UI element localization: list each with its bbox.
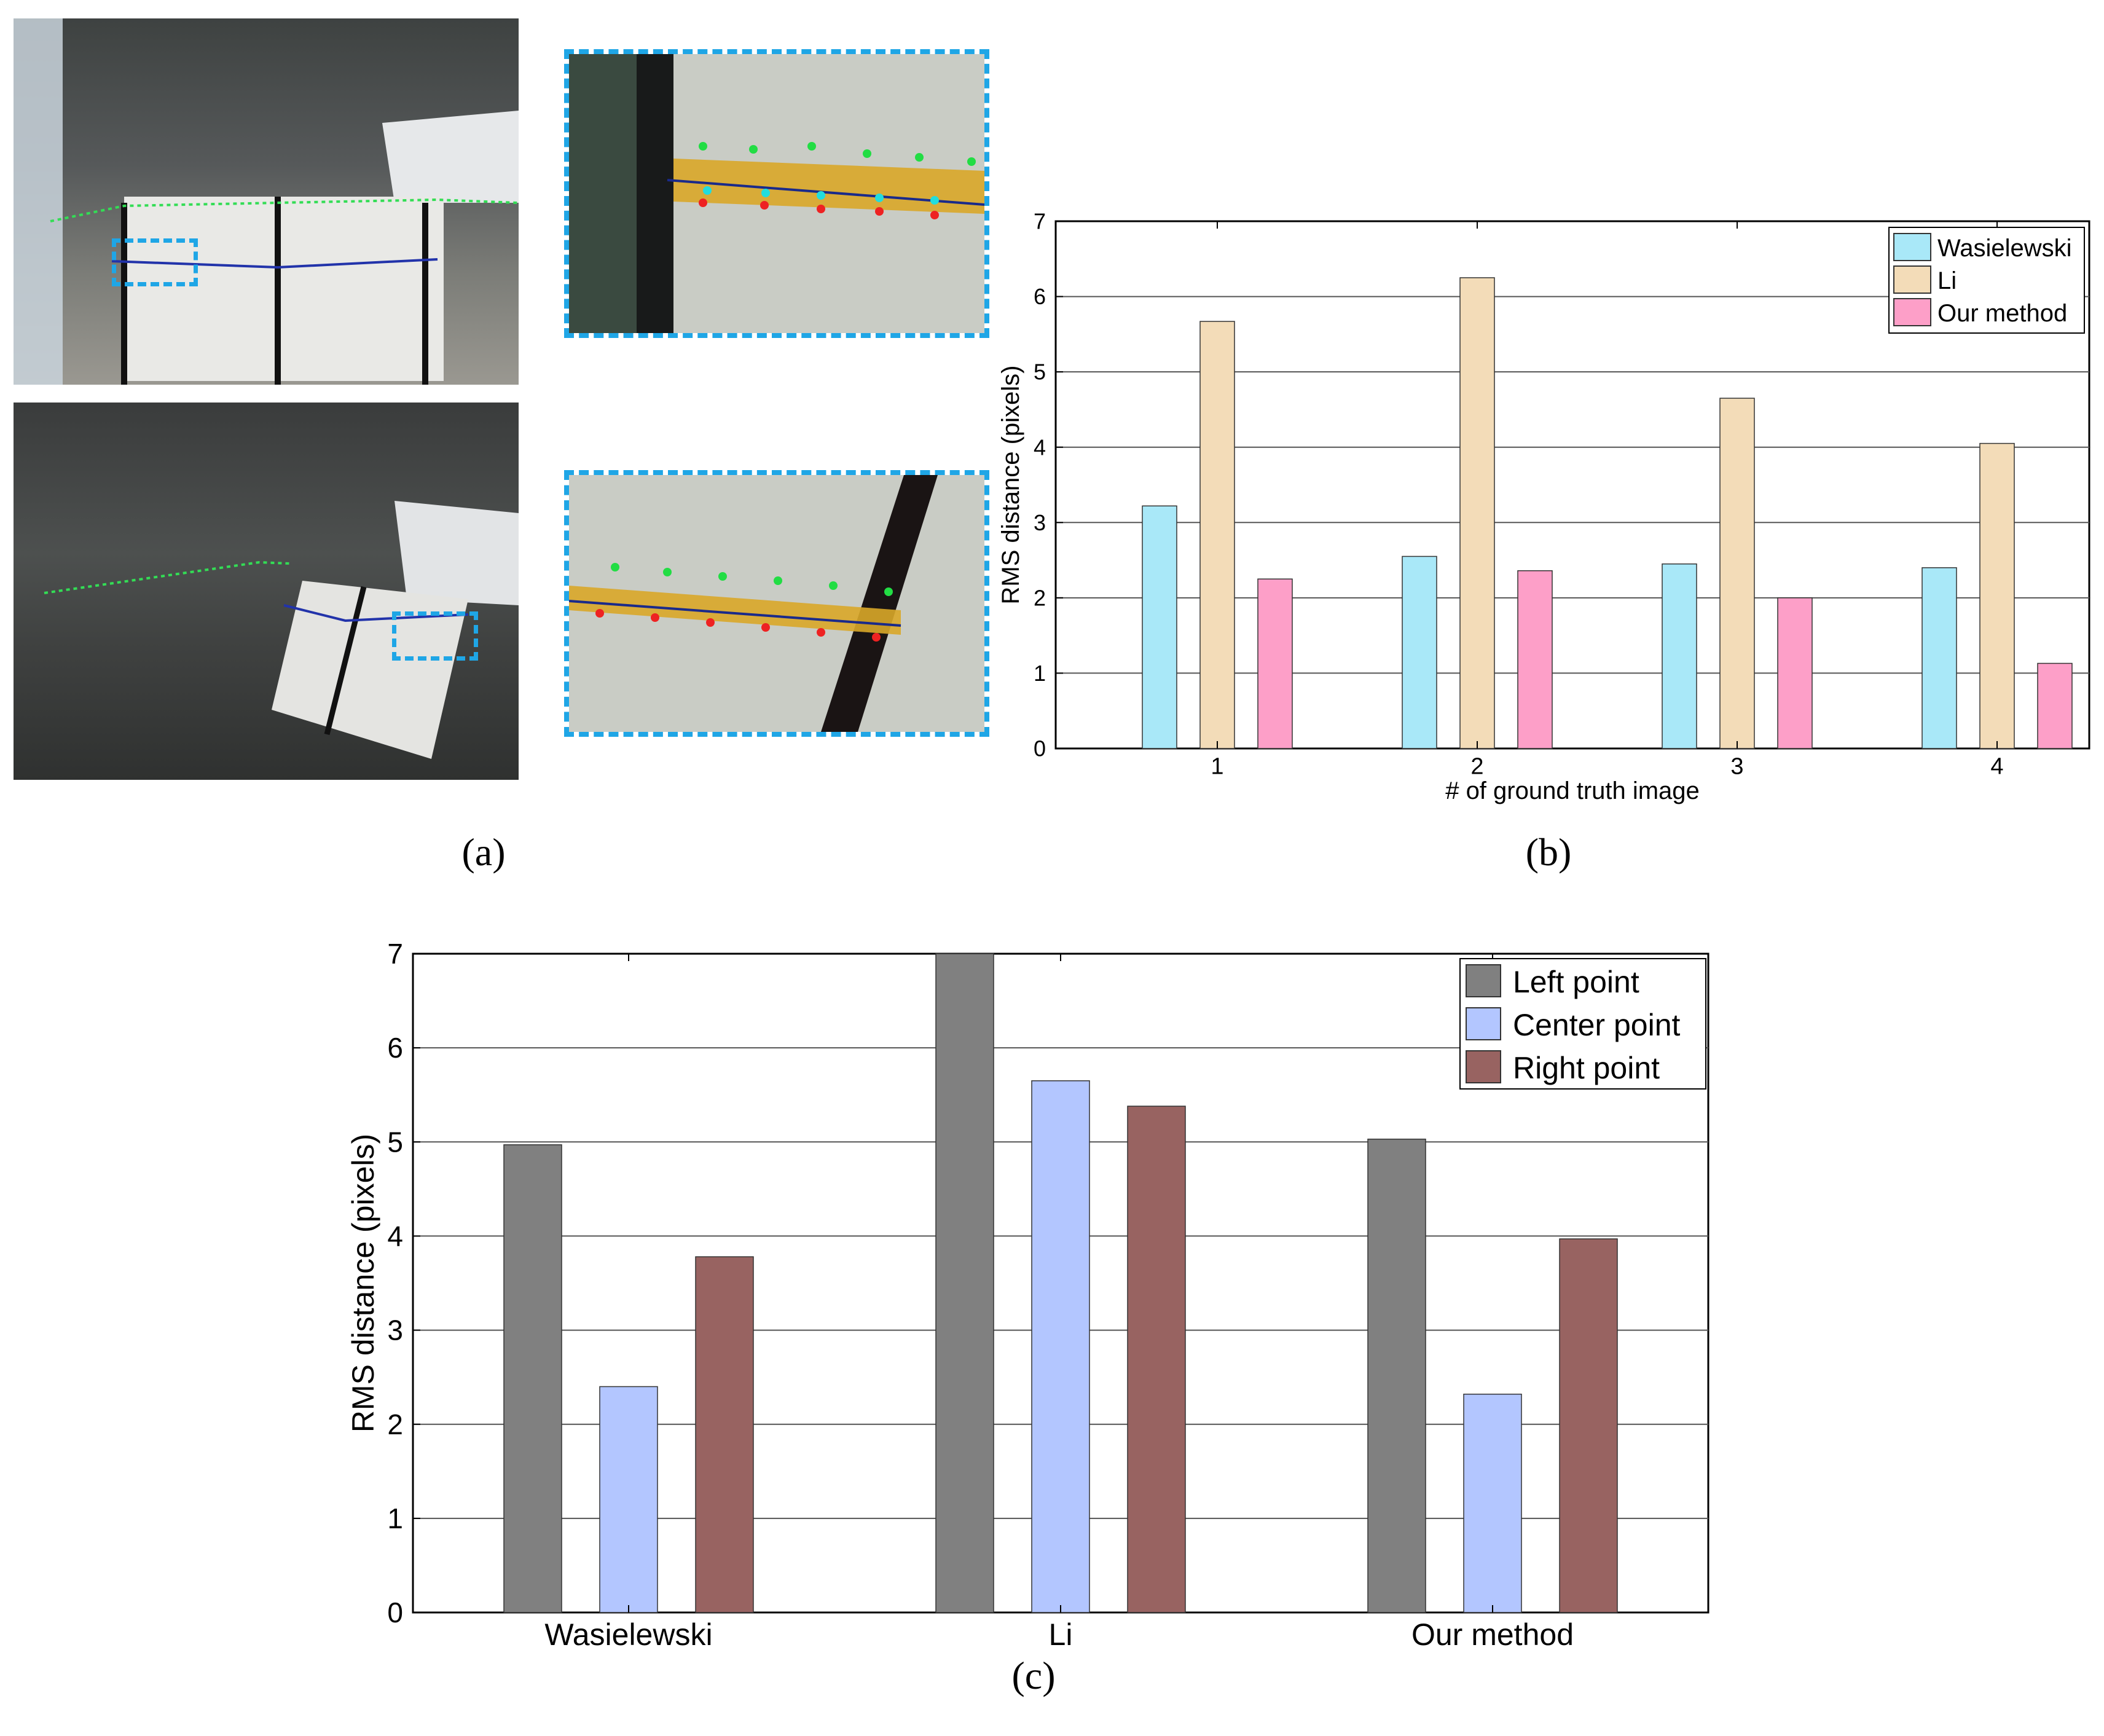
legend-swatch-li <box>1893 265 1931 294</box>
y-tick-label: 5 <box>1034 359 1046 385</box>
bar-left-point-wasielewski <box>503 1144 562 1613</box>
y-tick-label: 6 <box>1034 284 1046 309</box>
legend-label-left-point: Left point <box>1513 965 1639 999</box>
x-tick-label-3: 3 <box>1730 753 1743 779</box>
bar-our-method-1 <box>1257 578 1293 749</box>
panel-label-a: (a) <box>461 830 506 874</box>
y-tick-label: 0 <box>387 1597 403 1628</box>
chart-b-ylabel: RMS distance (pixels) <box>997 365 1024 604</box>
bar-left-point-li <box>935 953 994 1613</box>
y-tick-label: 4 <box>1034 434 1046 460</box>
bar-center-point-our-method <box>1463 1393 1522 1613</box>
x-tick-label-1: 1 <box>1211 753 1223 779</box>
legend-label-center-point: Center point <box>1513 1008 1680 1042</box>
legend-swatch-right-point <box>1466 1050 1501 1083</box>
scene-photo-bottom <box>14 403 519 780</box>
scene-photo-top <box>14 18 519 385</box>
chart-c-legend: Left point Center point Right point <box>1459 958 1706 1090</box>
y-tick-label: 3 <box>387 1314 403 1346</box>
x-tick-label-2: 2 <box>1470 753 1483 779</box>
highlight-box-top <box>112 238 198 286</box>
y-tick-label: 1 <box>1034 661 1046 686</box>
bar-li-3 <box>1719 398 1755 749</box>
bar-wasielewski-4 <box>1921 567 1957 749</box>
bar-center-point-wasielewski <box>599 1386 658 1613</box>
chart-c-ylabel: RMS distance (pixels) <box>346 1134 380 1432</box>
legend-label-wasielewski: Wasielewski <box>1937 235 2072 262</box>
y-tick-label: 3 <box>1034 510 1046 535</box>
bar-li-4 <box>1979 442 2015 749</box>
bar-left-point-our-method <box>1367 1138 1426 1613</box>
bar-right-point-li <box>1127 1106 1186 1613</box>
legend-swatch-our-method <box>1893 298 1931 326</box>
bar-li-2 <box>1459 277 1495 749</box>
bar-wasielewski-2 <box>1402 556 1437 749</box>
chart-b: 0 1 2 3 4 5 6 7 1 2 3 4 RMS distance (pixels) # of… <box>997 209 2090 804</box>
y-tick-label: 2 <box>387 1408 403 1440</box>
bar-right-point-wasielewski <box>695 1256 754 1613</box>
legend-label-li: Li <box>1937 267 1957 294</box>
y-tick-label: 7 <box>387 938 403 970</box>
y-tick-label: 1 <box>387 1502 403 1534</box>
x-tick-label-4: 4 <box>1990 753 2003 779</box>
chart-b-legend: Wasielewski Li Our method <box>1888 227 2085 334</box>
legend-swatch-center-point <box>1466 1007 1501 1040</box>
x-tick-label-wasielewski: Wasielewski <box>544 1617 712 1652</box>
chart-c: 0 1 2 3 4 5 6 7 Wasielewski Li Our method RMS dis… <box>346 938 1710 1652</box>
panel-label-c: (c) <box>1011 1654 1056 1697</box>
bar-our-method-4 <box>2037 662 2073 749</box>
y-tick-label: 5 <box>387 1126 403 1158</box>
legend-label-right-point: Right point <box>1513 1051 1660 1085</box>
y-tick-label: 0 <box>1034 736 1046 761</box>
legend-swatch-wasielewski <box>1893 233 1931 261</box>
zoom-inset-top <box>564 49 989 338</box>
bar-our-method-2 <box>1517 570 1553 749</box>
highlight-box-bottom <box>392 611 478 661</box>
bar-wasielewski-3 <box>1662 563 1697 749</box>
chart-b-xlabel: # of ground truth image <box>1445 777 1700 804</box>
y-tick-label: 6 <box>387 1032 403 1064</box>
legend-swatch-left-point <box>1466 964 1501 997</box>
zoom-inset-bottom <box>564 470 989 737</box>
y-tick-label: 4 <box>387 1220 403 1252</box>
bar-right-point-our-method <box>1559 1238 1618 1613</box>
bar-li-1 <box>1199 321 1235 749</box>
legend-label-our-method: Our method <box>1937 300 2067 327</box>
bar-our-method-3 <box>1777 597 1813 749</box>
y-tick-label: 2 <box>1034 585 1046 610</box>
bar-wasielewski-1 <box>1142 505 1177 749</box>
x-tick-label-our-method: Our method <box>1411 1617 1574 1652</box>
panel-label-b: (b) <box>1525 830 1572 874</box>
x-tick-label-li: Li <box>1049 1617 1073 1652</box>
y-tick-label: 7 <box>1034 209 1046 234</box>
bar-center-point-li <box>1031 1080 1090 1613</box>
